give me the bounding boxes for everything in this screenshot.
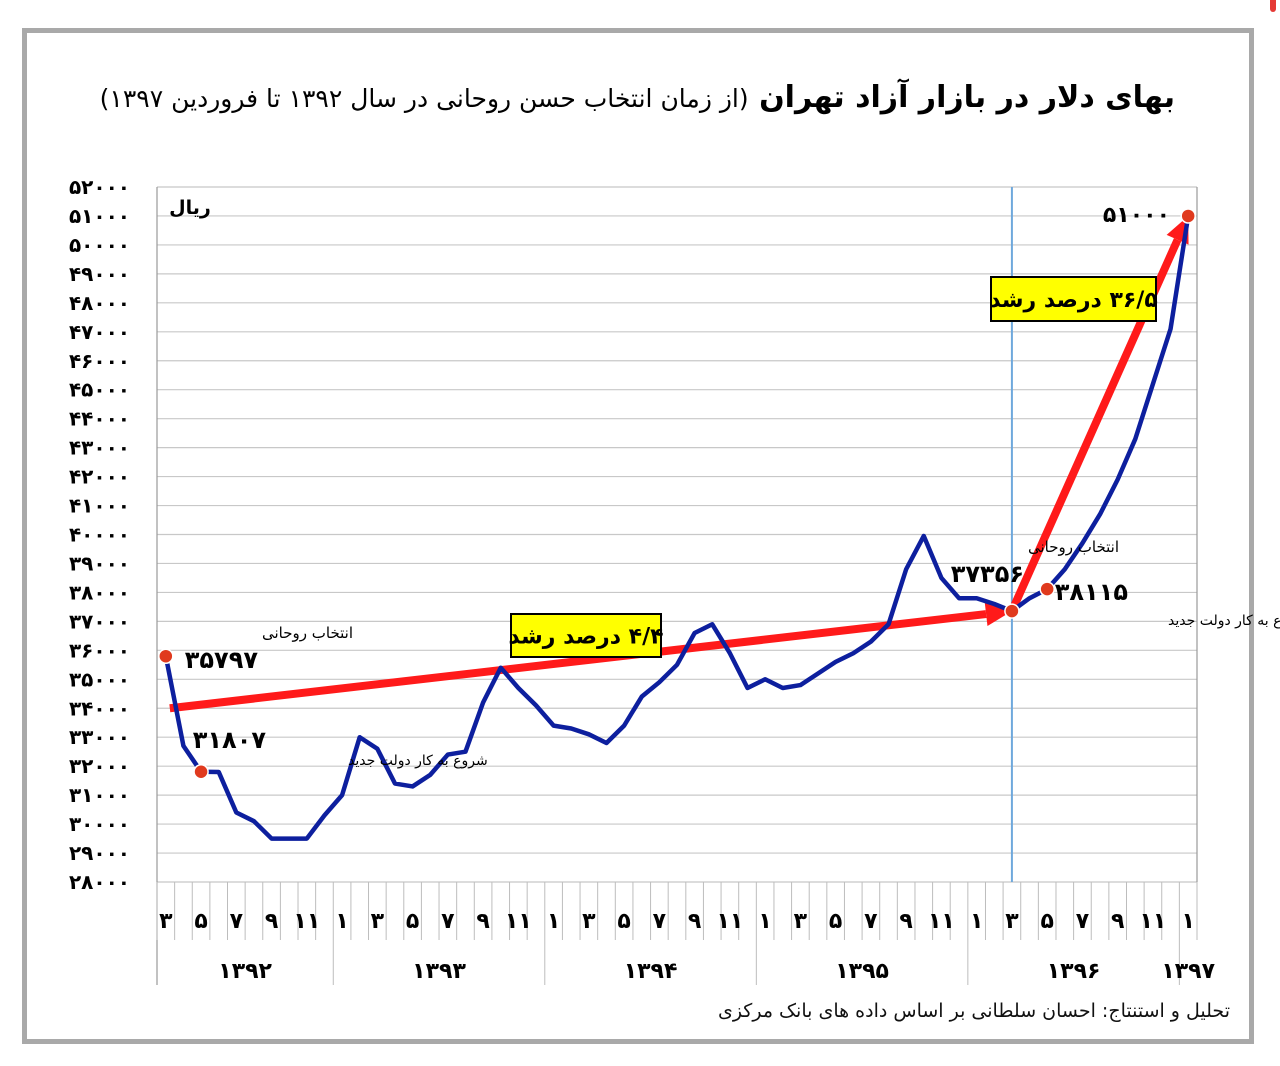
x-tick-label: ۱۱ <box>505 909 532 934</box>
y-tick-label: ۴۷۰۰۰ <box>69 320 130 344</box>
y-tick-label: ۳۹۰۰۰ <box>69 551 130 575</box>
y-tick-label: ۵۱۰۰۰ <box>69 204 130 228</box>
x-tick-label: ۱ <box>335 909 348 934</box>
y-tick-label: ۵۲۰۰۰ <box>69 175 130 199</box>
point-caption: شروع به کار دولت جدید <box>348 753 488 769</box>
point-value-label: ۳۸۱۱۵ <box>1055 578 1128 606</box>
point-value-label: ۵۱۰۰۰ <box>1103 203 1170 228</box>
y-tick-label: ۳۸۰۰۰ <box>69 580 130 604</box>
point-value-label: ۳۵۷۹۷ <box>185 646 259 674</box>
y-tick-label: ۴۵۰۰۰ <box>69 378 130 402</box>
x-tick-label: ۹ <box>899 909 912 934</box>
y-tick-label: ۳۶۰۰۰ <box>69 638 130 662</box>
y-tick-label: ۳۳۰۰۰ <box>69 725 130 749</box>
y-tick-label: ۲۹۰۰۰ <box>69 841 130 865</box>
highlight-point <box>193 764 209 780</box>
x-tick-label: ۱۱ <box>293 909 320 934</box>
highlight-point <box>1180 208 1196 224</box>
y-tick-label: ۴۰۰۰۰ <box>69 523 130 547</box>
y-tick-label: ۴۶۰۰۰ <box>69 349 130 373</box>
x-tick-label: ۷ <box>864 909 878 934</box>
x-tick-label: ۳ <box>582 909 596 934</box>
year-label: ۱۳۹۳ <box>412 959 466 984</box>
y-tick-label: ۳۵۰۰۰ <box>69 667 130 691</box>
trend-arrow-head <box>984 602 1012 626</box>
y-tick-label: ۴۳۰۰۰ <box>69 436 130 460</box>
y-tick-label: ۴۴۰۰۰ <box>69 407 130 431</box>
y-tick-label: ۵۰۰۰۰ <box>69 233 130 257</box>
y-tick-label: ۴۸۰۰۰ <box>69 291 130 315</box>
year-label: ۱۳۹۴ <box>624 959 678 984</box>
x-tick-label: ۳ <box>1005 909 1019 934</box>
x-tick-label: ۱ <box>1181 909 1194 934</box>
x-tick-label: ۱۱ <box>716 909 743 934</box>
trend-label-box <box>990 276 1157 322</box>
x-tick-label: ۹ <box>1111 909 1124 934</box>
x-tick-label: ۵ <box>617 909 630 934</box>
x-tick-label: ۵ <box>1040 909 1053 934</box>
x-tick-label: ۱۱ <box>1140 909 1167 934</box>
year-label: ۱۳۹۷ <box>1161 959 1215 984</box>
y-tick-label: ۳۱۰۰۰ <box>69 783 130 807</box>
trend-label: ۴/۴ درصد رشد <box>508 625 663 650</box>
point-caption: شروع به کار دولت جدید <box>1168 613 1280 629</box>
highlight-point <box>1004 603 1020 619</box>
point-value-label: ۳۷۳۵۶ <box>951 560 1024 588</box>
point-caption: انتخاب روحانی <box>262 624 353 642</box>
trend-label: ۳۶/۵ درصد رشد <box>989 288 1158 313</box>
trend-arrow-shaft <box>169 610 987 713</box>
x-tick-label: ۱ <box>547 909 560 934</box>
x-tick-label: ۱ <box>970 909 983 934</box>
source-note: تحلیل و استنتاج: احسان سلطانی بر اساس دا… <box>717 1000 1230 1022</box>
y-tick-label: ۳۴۰۰۰ <box>69 696 130 720</box>
x-tick-label: ۷ <box>1076 909 1090 934</box>
x-tick-label: ۵ <box>829 909 842 934</box>
y-tick-label: ۴۱۰۰۰ <box>69 494 130 518</box>
x-tick-label: ۹ <box>476 909 489 934</box>
title-subtitle: (از زمان انتخاب حسن روحانی در سال ۱۳۹۲ ت… <box>99 84 749 113</box>
highlight-point <box>158 648 174 664</box>
x-tick-label: ۳ <box>794 909 808 934</box>
x-tick-label: ۳ <box>159 909 173 934</box>
y-axis-unit-label: ریال <box>169 197 211 219</box>
corner-mark <box>1270 0 1276 12</box>
y-axis-ticks: ۲۸۰۰۰ ۲۹۰۰۰ ۳۰۰۰۰ ۳۱۰۰۰ ۳۲۰۰۰ ۳۳۰۰۰ ۳۴۰۰۰ ۳۵۰۰۰… <box>69 175 130 894</box>
chart-title: بهای دلار در بازار آزاد تهران (از زمان ا… <box>100 80 1175 115</box>
year-label: ۱۳۹۵ <box>835 959 889 984</box>
highlight-points <box>158 208 1196 780</box>
title-main: بهای دلار در بازار آزاد تهران <box>759 80 1175 115</box>
y-tick-label: ۴۹۰۰۰ <box>69 262 130 286</box>
trend-label-box <box>510 613 662 658</box>
x-tick-label: ۵ <box>406 909 419 934</box>
x-tick-label: ۷ <box>230 909 244 934</box>
x-tick-label: ۳ <box>371 909 385 934</box>
year-label: ۱۳۹۲ <box>218 959 272 984</box>
x-tick-label: ۷ <box>653 909 667 934</box>
y-tick-label: ۳۰۰۰۰ <box>69 812 130 836</box>
point-caption: انتخاب روحانی <box>1028 538 1119 556</box>
point-value-label: ۳۱۸۰۷ <box>193 726 267 754</box>
y-tick-label: ۲۸۰۰۰ <box>69 870 130 894</box>
y-tick-label: ۳۷۰۰۰ <box>69 609 130 633</box>
y-tick-label: ۳۲۰۰۰ <box>69 754 130 778</box>
x-tick-label: ۹ <box>265 909 278 934</box>
x-tick-label: ۱۱ <box>928 909 955 934</box>
x-tick-label: ۱ <box>758 909 771 934</box>
highlight-point <box>1039 581 1055 597</box>
y-tick-label: ۴۲۰۰۰ <box>69 465 130 489</box>
x-tick-label: ۷ <box>441 909 455 934</box>
x-tick-label: ۵ <box>194 909 207 934</box>
year-label: ۱۳۹۶ <box>1047 959 1101 984</box>
x-tick-label: ۹ <box>688 909 701 934</box>
